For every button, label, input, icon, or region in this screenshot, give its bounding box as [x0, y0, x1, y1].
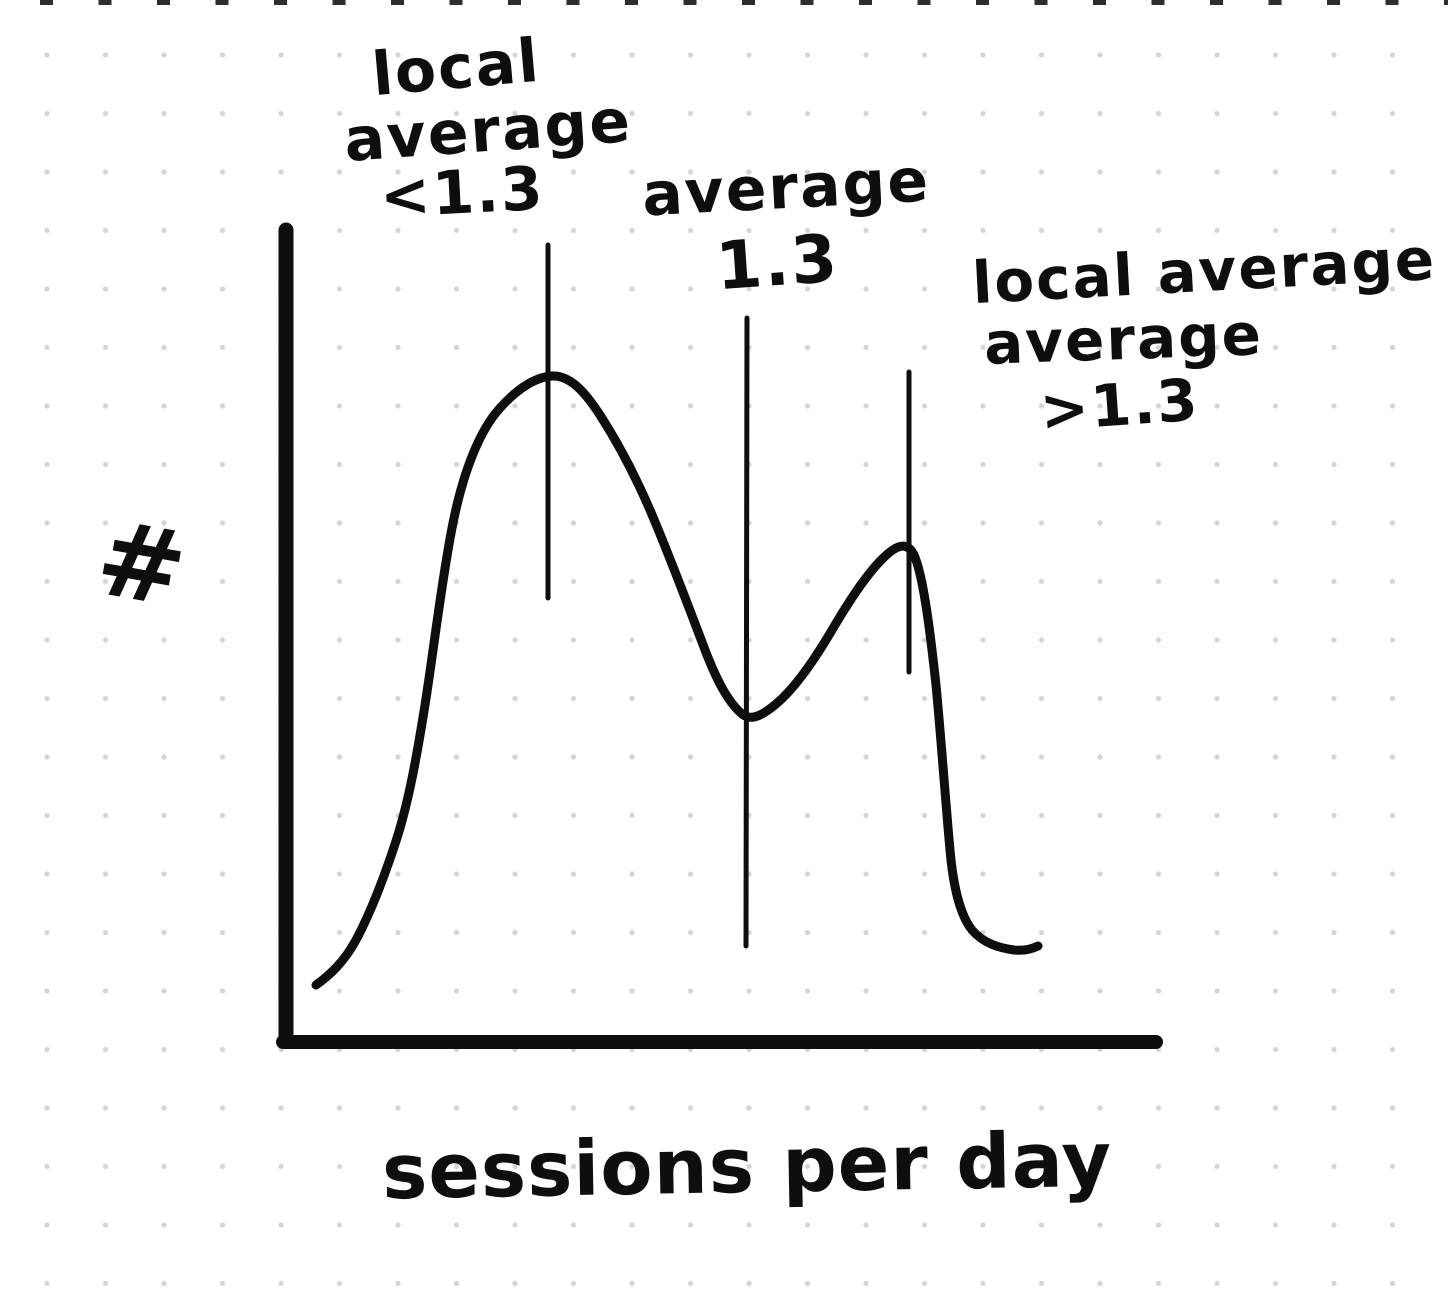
annotation-second-peak-line3: >1.3	[1037, 365, 1202, 445]
distribution-curve	[311, 371, 1043, 990]
marker-line-average	[743, 315, 750, 949]
annotation-first-peak-line3: <1.3	[378, 153, 547, 233]
y-axis-label: #	[88, 496, 198, 632]
annotation-average-line2: 1.3	[713, 219, 842, 306]
grid-top-edge-dashes	[0, 0, 1448, 5]
x-axis-label: sessions per day	[381, 1114, 1113, 1217]
annotation-second-peak-line2: average	[982, 300, 1264, 378]
annotation-average-line1: average	[640, 145, 932, 231]
